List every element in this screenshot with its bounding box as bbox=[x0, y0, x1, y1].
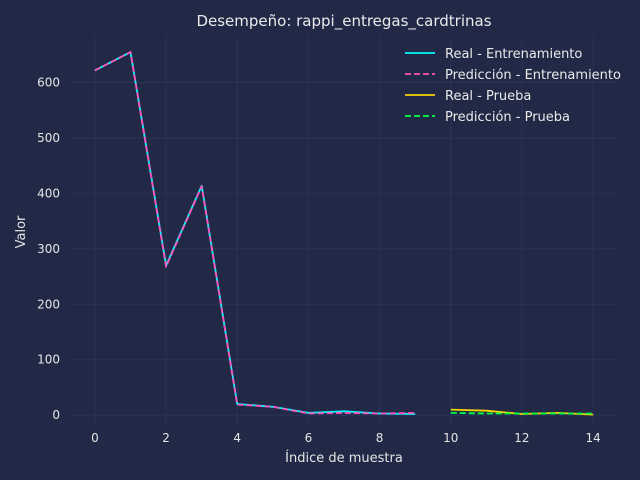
x-tick-label: 2 bbox=[162, 431, 170, 445]
y-tick-label: 500 bbox=[37, 131, 60, 145]
x-tick-label: 4 bbox=[233, 431, 241, 445]
legend: Real - Entrenamiento Predicción - Entrena… bbox=[405, 47, 621, 125]
y-axis-title: Valor bbox=[14, 215, 29, 248]
x-tick-label: 6 bbox=[305, 431, 313, 445]
legend-label: Real - Entrenamiento bbox=[445, 47, 582, 62]
y-tick-label: 600 bbox=[37, 76, 60, 90]
legend-label: Real - Prueba bbox=[445, 89, 531, 104]
x-tick-label: 0 bbox=[91, 431, 99, 445]
series-line-2 bbox=[94, 51, 416, 415]
y-tick-label: 400 bbox=[37, 186, 60, 200]
x-tick-label: 14 bbox=[585, 431, 600, 445]
x-tick-label: 8 bbox=[376, 431, 384, 445]
x-tick-label: 12 bbox=[514, 431, 529, 445]
x-tick-label: 10 bbox=[443, 431, 458, 445]
series-line-4 bbox=[450, 412, 594, 415]
y-tick-label: 200 bbox=[37, 297, 60, 311]
y-tick-labels: 0 100 200 300 400 500 600 bbox=[37, 76, 60, 423]
legend-label: Predicción - Entrenamiento bbox=[445, 68, 621, 83]
x-axis-title: Índice de muestra bbox=[285, 450, 403, 466]
grid bbox=[70, 36, 618, 424]
x-tick-labels: 0 2 4 6 8 10 12 14 bbox=[91, 431, 601, 445]
y-tick-label: 100 bbox=[37, 353, 60, 367]
series-lines bbox=[94, 51, 594, 416]
chart-title: Desempeño: rappi_entregas_cardtrinas bbox=[196, 12, 491, 31]
y-tick-label: 0 bbox=[52, 408, 60, 422]
legend-label: Predicción - Prueba bbox=[445, 110, 570, 125]
y-tick-label: 300 bbox=[37, 242, 60, 256]
